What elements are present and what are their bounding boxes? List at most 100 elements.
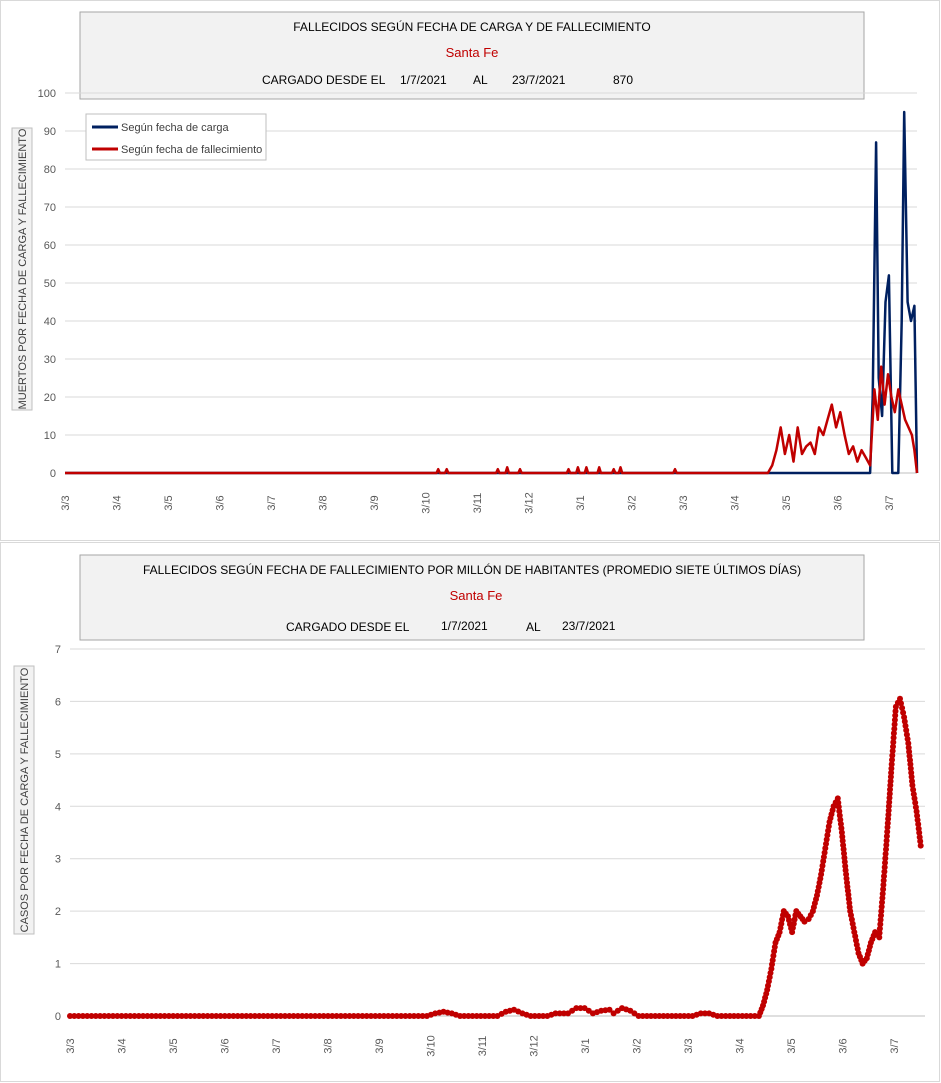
data-point [368, 1013, 374, 1019]
x-tick-label: 3/1 [575, 495, 587, 510]
x-tick-label: 3/7 [884, 495, 896, 510]
x-tick-label: 3/6 [215, 495, 227, 510]
data-point [461, 1013, 468, 1019]
data-point [118, 1013, 125, 1019]
data-point [75, 1013, 82, 1019]
y-tick-label: 6 [55, 696, 61, 708]
data-point [897, 695, 903, 702]
data-point [183, 1013, 190, 1019]
data-point [643, 1013, 650, 1019]
data-point [482, 1013, 488, 1019]
chart-bottom-ylabel: CASOS POR FECHA DE CARGA Y FALLECIMIENTO [19, 667, 31, 932]
data-point [639, 1013, 646, 1019]
data-point [883, 842, 890, 848]
data-point [825, 823, 832, 830]
data-point [204, 1013, 211, 1019]
data-point [917, 842, 924, 849]
data-point [531, 1013, 538, 1019]
x-tick-label: 3/7 [271, 1038, 283, 1053]
data-point [277, 1013, 284, 1019]
data-point [540, 1013, 547, 1019]
data-point [325, 1013, 331, 1019]
data-point [899, 705, 906, 711]
x-tick-label: 3/2 [627, 495, 639, 510]
data-point [877, 916, 884, 923]
data-point [256, 1013, 263, 1019]
data-point [819, 862, 826, 869]
data-point [294, 1013, 301, 1019]
data-point [92, 1013, 99, 1019]
data-point [71, 1013, 78, 1019]
data-point [411, 1013, 417, 1019]
data-point [681, 1013, 688, 1019]
x-tick-label: 3/3 [60, 495, 72, 510]
data-point [320, 1013, 327, 1019]
data-point [174, 1013, 181, 1019]
data-point [140, 1013, 147, 1019]
x-tick-label: 3/5 [786, 1038, 798, 1053]
data-point [372, 1013, 379, 1019]
x-tick-label: 3/6 [220, 1038, 232, 1053]
data-point [221, 1013, 228, 1019]
data-point [363, 1013, 370, 1019]
data-point [702, 1010, 708, 1017]
data-point [890, 743, 896, 750]
data-point [342, 1013, 349, 1019]
data-point [153, 1013, 159, 1019]
x-tick-label: 3/3 [678, 495, 690, 510]
data-point [79, 1013, 86, 1019]
data-point [900, 709, 907, 716]
data-point [157, 1013, 164, 1019]
chart-bottom-subtitle: Santa Fe [450, 588, 503, 603]
data-point [606, 1006, 613, 1013]
data-point [355, 1013, 362, 1019]
chart-top-info-to-label: AL [473, 73, 488, 87]
x-tick-label: 3/3 [65, 1038, 77, 1053]
x-tick-label: 3/10 [421, 492, 433, 513]
data-point [552, 1010, 559, 1017]
data-point [902, 722, 909, 729]
data-point [303, 1013, 310, 1019]
y-tick-label: 30 [44, 354, 56, 366]
data-point [385, 1013, 392, 1019]
data-point [97, 1013, 104, 1019]
data-point [217, 1013, 224, 1019]
x-tick-label: 3/10 [426, 1035, 438, 1056]
data-point [329, 1013, 336, 1019]
data-point [251, 1013, 258, 1019]
x-tick-label: 3/1 [580, 1038, 592, 1053]
y-tick-label: 2 [55, 906, 61, 918]
y-tick-label: 90 [44, 126, 56, 138]
data-point [726, 1013, 733, 1019]
data-point [419, 1013, 426, 1019]
chart-top-title: FALLECIDOS SEGÚN FECHA DE CARGA Y DE FAL… [293, 19, 650, 34]
data-point [380, 1013, 387, 1019]
data-point [878, 908, 885, 915]
data-point [196, 1013, 202, 1019]
chart-top-info-total: 870 [613, 73, 633, 87]
chart-bottom-title: FALLECIDOS SEGÚN FECHA DE FALLECIMIENTO … [143, 562, 801, 577]
data-point [892, 712, 899, 719]
x-tick-label: 3/4 [730, 495, 742, 510]
chart-top-title-box [79, 11, 865, 100]
data-point [469, 1013, 476, 1019]
data-point [880, 881, 887, 888]
data-point [101, 1013, 108, 1019]
data-point [393, 1013, 400, 1019]
data-point [881, 868, 888, 875]
x-tick-label: 3/5 [168, 1038, 180, 1053]
data-point [131, 1013, 138, 1019]
y-tick-label: 70 [44, 202, 56, 214]
data-point [359, 1013, 366, 1019]
data-point [890, 734, 897, 741]
data-point [877, 921, 884, 928]
data-point [890, 739, 897, 746]
data-point [891, 725, 898, 732]
data-point [122, 1013, 129, 1019]
data-point [909, 782, 916, 789]
data-point [346, 1013, 353, 1019]
data-point [170, 1013, 177, 1019]
data-point [243, 1013, 250, 1019]
data-point [876, 934, 883, 941]
data-point [234, 1013, 241, 1019]
